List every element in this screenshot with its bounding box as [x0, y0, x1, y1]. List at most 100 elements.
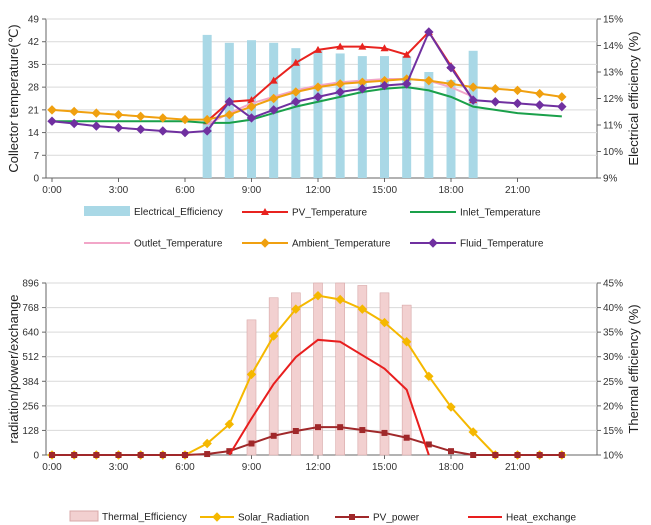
bar-Thermal_Efficiency	[357, 285, 368, 456]
bar-Thermal_Efficiency	[313, 282, 323, 456]
right-tick-label: 12%	[603, 94, 623, 105]
series-point-Fluid_Temperature	[446, 62, 456, 73]
right-tick-label: 11%	[603, 121, 622, 132]
series-point-Solar_Radiation	[224, 419, 235, 429]
bar-Electrical_Efficiency	[446, 79, 456, 178]
legend-label: Electrical_Efficiency	[134, 207, 223, 218]
series-point-Ambient_Temperature	[69, 106, 79, 117]
series-point-PV_power	[425, 441, 432, 448]
x-tick-label: 3:00	[109, 185, 129, 196]
x-tick-label: 9:00	[242, 185, 262, 196]
right-tick-label: 30%	[603, 352, 623, 363]
series-point-Ambient_Temperature	[291, 87, 301, 97]
series-point-Ambient_Temperature	[424, 75, 434, 86]
x-tick-label: 15:00	[372, 462, 397, 473]
series-point-Fluid_Temperature	[534, 100, 545, 110]
series-point-PV_Temperature	[247, 96, 256, 104]
legend-label: PV_power	[373, 513, 420, 524]
series-point-Fluid_Temperature	[47, 116, 57, 126]
series-point-PV_Temperature	[402, 50, 411, 58]
series-point-PV_power	[359, 427, 366, 434]
x-tick-label: 6:00	[175, 462, 195, 473]
bar-Thermal_Efficiency	[246, 319, 257, 456]
legend-label: Inlet_Temperature	[460, 208, 541, 219]
left-tick-label: 512	[22, 352, 39, 363]
legend-swatch-Thermal_Efficiency	[69, 510, 99, 522]
series-point-Ambient_Temperature	[557, 92, 567, 102]
series-point-PV_power	[49, 452, 55, 458]
legend-marker-Solar_Radiation	[212, 512, 222, 522]
series-point-Ambient_Temperature	[113, 110, 124, 120]
series-point-PV_Temperature	[380, 44, 389, 52]
series-line-Heat_exchange	[228, 338, 430, 456]
left-tick-label: 28	[28, 83, 40, 94]
left-tick-label: 640	[22, 328, 39, 339]
right-tick-label: 15%	[603, 15, 623, 26]
x-tick-label: 18:00	[438, 185, 463, 196]
bar-Electrical_Efficiency	[380, 56, 389, 178]
bar-Thermal_Efficiency	[291, 292, 301, 456]
series-point-Fluid_Temperature	[180, 127, 190, 138]
series-point-Solar_Radiation	[202, 438, 212, 449]
bar-Electrical_Efficiency	[424, 72, 434, 178]
right-tick-label: 35%	[603, 328, 623, 339]
right-tick-label: 13%	[603, 68, 623, 79]
left-tick-label: 0	[33, 174, 39, 185]
chart-panel-2: 0 128 256 384 512 640 768 896 10% 15% 20% 25% 30% 35%…	[6, 279, 641, 524]
x-tick-label: 21:00	[505, 185, 530, 196]
series-point-Ambient_Temperature	[202, 114, 212, 125]
series-line-Fluid_Temperature	[51, 29, 562, 134]
series-point-Fluid_Temperature	[135, 124, 146, 135]
series-point-Solar_Radiation	[357, 304, 368, 314]
series-point-Fluid_Temperature	[557, 101, 567, 112]
legend-swatch-Electrical_Efficiency	[84, 206, 130, 216]
series-point-Solar_Radiation	[291, 304, 301, 314]
legend: Electrical_Efficiency PV_Temperature Inlet…	[84, 206, 544, 250]
series-point-Fluid_Temperature	[357, 84, 368, 94]
y-axis-title-right: Electrical efficiency (%)	[626, 31, 641, 165]
series-line-Solar_Radiation	[52, 294, 562, 456]
series-point-Ambient_Temperature	[246, 101, 257, 112]
series-point-PV_power	[182, 452, 188, 458]
series-point-Fluid_Temperature	[512, 98, 523, 109]
series-point-PV_Temperature	[358, 42, 367, 50]
series-point-Ambient_Temperature	[512, 85, 523, 96]
x-tick-label: 0:00	[42, 462, 62, 473]
series-point-Ambient_Temperature	[313, 82, 323, 92]
series-point-PV_power	[514, 452, 521, 458]
series-point-Fluid_Temperature	[468, 95, 478, 105]
right-tick-label: 45%	[603, 279, 623, 290]
left-tick-label: 768	[22, 303, 39, 314]
series-point-Ambient_Temperature	[446, 79, 456, 89]
left-tick-label: 49	[28, 15, 40, 26]
legend-label: Heat_exchange	[506, 513, 576, 524]
series-point-PV_power	[558, 452, 565, 458]
series-point-PV_power	[115, 452, 122, 458]
series-point-PV_Temperature	[336, 42, 345, 50]
series-point-PV_power	[492, 452, 499, 458]
series-point-PV_power	[159, 452, 166, 458]
series-point-Fluid_Temperature	[113, 122, 124, 133]
left-tick-label: 896	[22, 279, 39, 290]
x-tick-label: 15:00	[372, 185, 397, 196]
bar-Electrical_Efficiency	[468, 50, 478, 178]
series-point-PV_power	[315, 424, 321, 431]
series-point-PV_power	[93, 452, 100, 458]
series-point-PV_Temperature	[269, 76, 278, 84]
series-point-Ambient_Temperature	[47, 105, 57, 115]
legend-label: Solar_Radiation	[238, 513, 309, 524]
left-tick-label: 35	[28, 60, 40, 71]
series-point-PV_power	[403, 434, 410, 441]
series-point-Solar_Radiation	[446, 402, 456, 412]
bar-Thermal_Efficiency	[268, 297, 279, 456]
right-tick-label: 14%	[603, 41, 623, 52]
series-point-PV_power	[470, 452, 477, 458]
y-axis-title-left: Collector temperature(℃)	[6, 24, 21, 172]
series-point-Fluid_Temperature	[291, 97, 301, 107]
legend-label: Outlet_Temperature	[134, 239, 223, 250]
left-tick-label: 0	[33, 451, 39, 462]
bar-Electrical_Efficiency	[291, 48, 301, 179]
left-tick-label: 42	[28, 37, 40, 48]
series-point-Ambient_Temperature	[490, 84, 501, 94]
